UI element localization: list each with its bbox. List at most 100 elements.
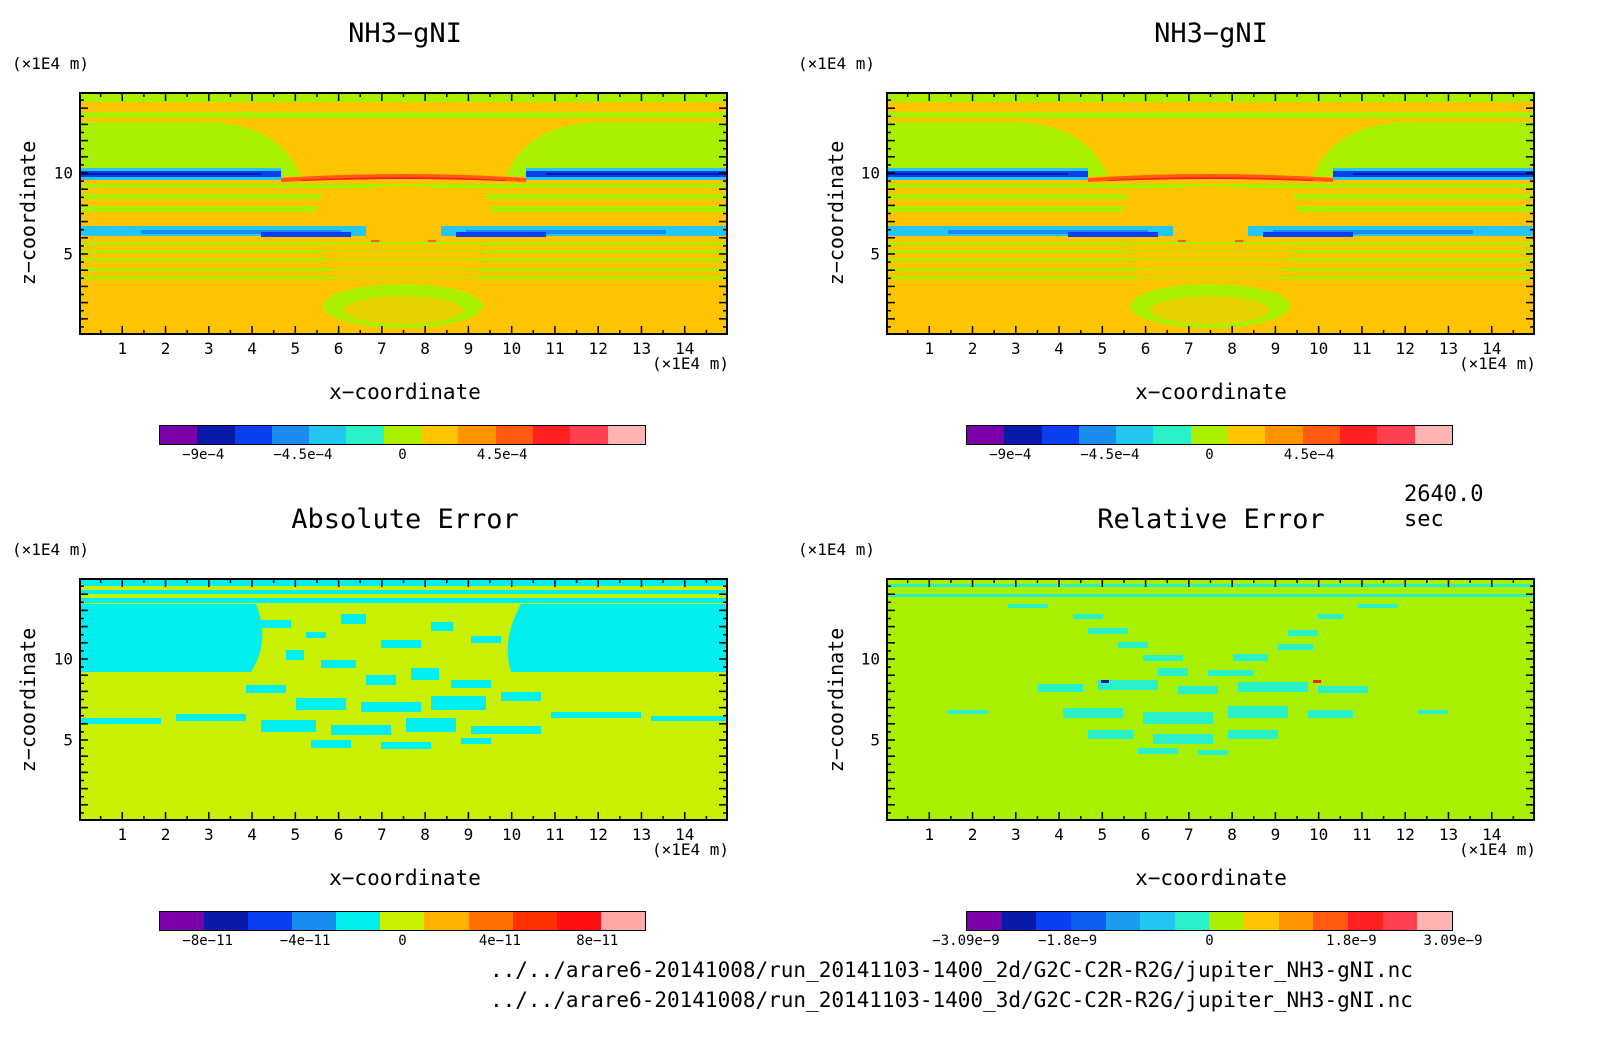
colorbar-swatch	[336, 912, 381, 930]
x-tick-label: 7	[377, 339, 387, 358]
colorbar-tick-label: −8e−11	[182, 933, 233, 949]
colorbar-swatch	[380, 912, 425, 930]
colorbar-swatch	[1105, 912, 1141, 930]
x-tick-label: 2	[160, 825, 171, 844]
x-tick-label: 3	[203, 339, 214, 358]
x-tick-label: 1	[924, 339, 935, 358]
x-tick-label: 6	[1140, 339, 1151, 358]
x-tick-label: 8	[420, 339, 430, 358]
colorbar-swatch	[1116, 426, 1154, 444]
colorbar-tick-label: 0	[398, 933, 407, 949]
panel2-field	[888, 94, 1533, 333]
colorbar-swatch	[967, 426, 1005, 444]
panel3-xlabel: x−coordinate	[329, 866, 481, 890]
colorbar-swatch	[1041, 426, 1079, 444]
panel4-x-units: (×1E4 m)	[1459, 840, 1537, 859]
panel3-plot	[79, 578, 728, 821]
panel1-x-units: (×1E4 m)	[652, 354, 730, 373]
panel4-colorbar	[966, 911, 1453, 931]
colorbar-tick-label: 0	[1205, 933, 1214, 949]
colorbar-tick-label: 0	[1205, 447, 1214, 463]
x-tick-label: 10	[1309, 825, 1329, 844]
tick-marks	[79, 578, 728, 821]
x-tick-label: 1	[924, 825, 935, 844]
y-tick-label: 5	[870, 730, 880, 750]
panel4-field	[888, 580, 1533, 819]
panel2-ylabel: z−coordinate	[824, 140, 848, 286]
colorbar-swatch	[1153, 426, 1191, 444]
colorbar-swatch	[495, 426, 533, 444]
colorbar-swatch	[1382, 912, 1418, 930]
y-tick-label: 5	[63, 244, 73, 264]
colorbar-swatch	[271, 426, 310, 444]
x-tick-label: 9	[463, 825, 474, 844]
colorbar-swatch	[1070, 912, 1106, 930]
x-tick-label: 9	[463, 339, 474, 358]
colorbar-swatch	[1265, 426, 1303, 444]
colorbar-swatch	[1209, 912, 1245, 930]
tick-marks	[886, 92, 1535, 335]
x-tick-label: 12	[588, 339, 608, 358]
x-tick-label: 1	[117, 825, 128, 844]
panel2-colorbar	[966, 425, 1453, 445]
colorbar-swatch	[570, 426, 608, 444]
colorbar-tick-label: −1.8e−9	[1038, 933, 1098, 949]
colorbar-swatch	[160, 912, 205, 930]
panel4-title: Relative Error	[1097, 504, 1325, 535]
x-tick-label: 13	[631, 825, 652, 844]
panel3-z-units: (×1E4 m)	[12, 540, 90, 559]
x-tick-label: 8	[1227, 339, 1237, 358]
colorbar-swatch	[1417, 912, 1452, 930]
x-tick-label: 11	[545, 825, 565, 844]
x-tick-label: 11	[1352, 339, 1372, 358]
y-tick-label: 5	[63, 730, 73, 750]
panel1-plot	[79, 92, 728, 335]
colorbar-swatch	[1414, 426, 1452, 444]
x-tick-label: 1	[117, 339, 128, 358]
file-path-3d: ../../arare6-20141008/run_20141103-1400_…	[490, 988, 1413, 1012]
colorbar-swatch	[532, 426, 571, 444]
panel2-x-units: (×1E4 m)	[1459, 354, 1537, 373]
colorbar-swatch	[967, 912, 1002, 930]
panel3-x-units: (×1E4 m)	[652, 840, 730, 859]
colorbar-tick-label: 1.8e−9	[1326, 933, 1377, 949]
x-tick-label: 2	[160, 339, 171, 358]
x-tick-label: 8	[1227, 825, 1237, 844]
colorbar-swatch	[346, 426, 384, 444]
colorbar-swatch	[160, 426, 198, 444]
panel3-title: Absolute Error	[291, 504, 519, 535]
panel1-xlabel: x−coordinate	[329, 380, 481, 404]
x-tick-label: 13	[631, 339, 652, 358]
colorbar-tick-label: −4.5e−4	[1080, 447, 1140, 463]
x-tick-label: 12	[588, 825, 608, 844]
colorbar-swatch	[197, 426, 235, 444]
panel2-title: NH3−gNI	[1154, 18, 1268, 49]
colorbar-swatch	[1313, 912, 1349, 930]
x-tick-label: 3	[1010, 825, 1021, 844]
x-tick-label: 5	[1097, 825, 1108, 844]
colorbar-swatch	[556, 912, 601, 930]
colorbar-tick-label: −4.5e−4	[273, 447, 333, 463]
colorbar-tick-label: 0	[398, 447, 407, 463]
x-tick-label: 10	[1309, 339, 1329, 358]
colorbar-swatch	[1339, 426, 1378, 444]
colorbar-swatch	[600, 912, 645, 930]
colorbar-swatch	[424, 912, 469, 930]
colorbar-swatch	[1228, 426, 1266, 444]
colorbar-swatch	[421, 426, 459, 444]
panel1-ylabel: z−coordinate	[16, 140, 40, 286]
x-tick-label: 14	[675, 339, 695, 358]
x-tick-label: 14	[1482, 825, 1502, 844]
x-tick-label: 8	[420, 825, 430, 844]
x-tick-label: 2	[967, 339, 978, 358]
colorbar-swatch	[1036, 912, 1071, 930]
x-tick-label: 7	[1184, 825, 1194, 844]
colorbar-tick-label: 8e−11	[576, 933, 619, 949]
x-tick-label: 3	[1010, 339, 1021, 358]
colorbar-swatch	[383, 426, 422, 444]
x-tick-label: 5	[290, 825, 301, 844]
colorbar-tick-label: 3.09e−9	[1423, 933, 1483, 949]
x-tick-label: 6	[1140, 825, 1151, 844]
colorbar-swatch	[1278, 912, 1314, 930]
x-tick-label: 12	[1395, 825, 1415, 844]
